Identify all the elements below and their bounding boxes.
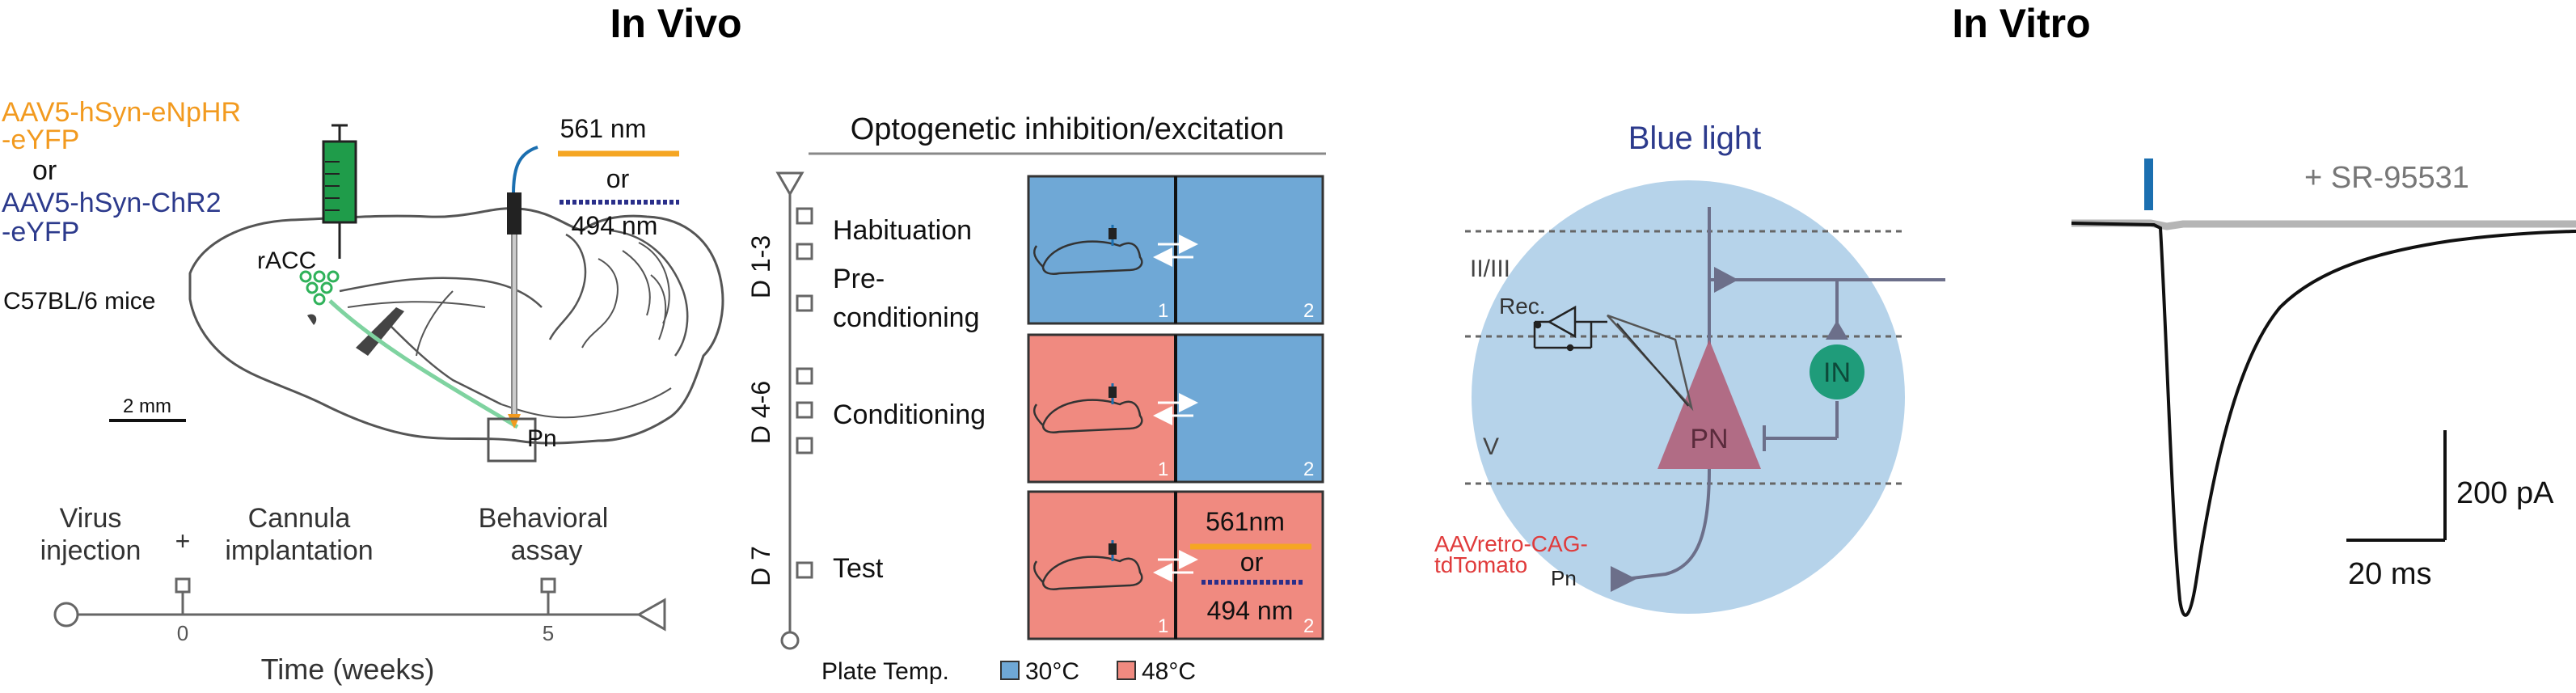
- chamber-1-number: 1: [1158, 300, 1168, 322]
- pn-small-label: Pn: [1551, 566, 1577, 590]
- timeline-assay-label-1: Behavioral: [479, 503, 609, 534]
- scale-pa-label: 200 pA: [2456, 476, 2554, 510]
- virus-nphr-label-1: AAV5-hSyn-eNpHR: [2, 97, 241, 128]
- synapse-triangle: [1826, 320, 1848, 340]
- projection-path: [328, 299, 519, 429]
- interneuron-label: IN: [1823, 357, 1851, 388]
- phase-test: Test: [833, 553, 884, 584]
- legend-hot-label: 48°C: [1142, 658, 1196, 685]
- legend-hot-swatch: [1117, 661, 1136, 680]
- phase-conditioning: Conditioning: [833, 399, 986, 430]
- light-pulse-marker: [2144, 158, 2153, 210]
- chamber-box-d7: [1027, 490, 1324, 640]
- pn-neuron-label: PN: [1690, 424, 1728, 454]
- virus-chr2-label-2: -eYFP: [2, 217, 79, 247]
- interneuron-cell: [1810, 344, 1864, 399]
- brain-tract-shape: [356, 307, 404, 356]
- aavretro-label-2: tdTomato: [1434, 552, 1527, 577]
- timeline-tick-0: 0: [177, 621, 188, 645]
- scale-ms-label: 20 ms: [2348, 557, 2431, 591]
- brain-pn-label: Pn: [527, 425, 557, 452]
- recording-electrode-icon: [1533, 305, 1694, 412]
- mice-strain-label: C57BL/6 mice: [3, 288, 155, 315]
- timeline-tick-5: 5: [543, 621, 554, 645]
- test-561-label: 561nm: [1206, 507, 1285, 536]
- chamber-2-number: 2: [1303, 458, 1314, 480]
- mouse-icon: [1033, 383, 1143, 433]
- in-vivo-heading: In Vivo: [610, 1, 741, 46]
- light-561-label: 561 nm: [560, 114, 647, 143]
- virus-or-label: or: [32, 155, 57, 186]
- mouse-icon: [1033, 540, 1143, 590]
- plate-temp-label: Plate Temp.: [821, 658, 949, 685]
- virus-chr2-label-1: AAV5-hSyn-ChR2: [2, 188, 222, 218]
- rec-label: Rec.: [1499, 294, 1546, 319]
- timeline-plus-label: +: [175, 526, 191, 556]
- test-494-label: 494 nm: [1207, 596, 1294, 625]
- legend-cool-swatch: [1000, 661, 1020, 680]
- phase-preconditioning-1: Pre-: [833, 264, 885, 294]
- day-axis: [775, 171, 813, 650]
- aavretro-label-1: AAVretro-CAG-: [1434, 531, 1588, 556]
- timeline-cannula-label-1: Cannula: [248, 503, 351, 534]
- drug-label: + SR-95531: [2304, 161, 2469, 195]
- chamber-box-d4-6: [1027, 333, 1324, 484]
- chamber-box-d1-3: [1027, 175, 1324, 325]
- trace-control: [2071, 222, 2576, 617]
- layer-2-3-label: II/III: [1470, 256, 1510, 282]
- timeline-virus-label-1: Virus: [60, 503, 122, 534]
- chamber-2-number: 2: [1303, 300, 1314, 322]
- timeline-axis-label: Time (weeks): [261, 653, 435, 686]
- chamber-2-number: 2: [1303, 615, 1314, 637]
- brain-scale-label: 2 mm: [123, 395, 171, 417]
- racc-injection-sites: [299, 270, 340, 306]
- timeline-virus-label-2: injection: [40, 535, 141, 566]
- light-or-label: or: [606, 164, 630, 193]
- blue-light-label: Blue light: [1628, 120, 1762, 156]
- timeline-assay-label-2: assay: [511, 535, 583, 566]
- timeline-cannula-label-2: implantation: [225, 535, 373, 566]
- pn-region-box: [487, 417, 537, 463]
- legend-cool-label: 30°C: [1025, 658, 1079, 685]
- timeline-axis: [53, 577, 666, 632]
- protocol-title: Optogenetic inhibition/excitation: [851, 112, 1285, 146]
- chamber-1-number: 1: [1158, 615, 1168, 637]
- brain-sagittal-drawing: [188, 207, 724, 445]
- pyramidal-neuron: [1611, 207, 1761, 592]
- racc-label: rACC: [257, 247, 316, 274]
- light-494-label: 494 nm: [572, 211, 658, 240]
- chamber-1-number: 1: [1158, 458, 1168, 480]
- layer-5-label: V: [1483, 433, 1499, 460]
- phase-habituation: Habituation: [833, 215, 972, 246]
- test-or-label: or: [1240, 547, 1264, 577]
- day-label-d7: D 7: [746, 546, 775, 586]
- syringe-icon: [322, 124, 357, 259]
- day-label-d1-3: D 1-3: [746, 235, 775, 298]
- phase-preconditioning-2: conditioning: [833, 302, 979, 333]
- in-vitro-heading: In Vitro: [1952, 1, 2090, 46]
- trace-scale-bar: [2346, 430, 2447, 542]
- mouse-icon: [1033, 225, 1143, 275]
- brain-ventricle-shape: [307, 314, 317, 325]
- virus-nphr-label-2: -eYFP: [2, 125, 79, 155]
- optic-fiber-icon: [507, 146, 538, 429]
- synapse-triangle: [1714, 267, 1738, 293]
- day-label-d4-6: D 4-6: [746, 381, 775, 444]
- passage-arrows-icon: [1153, 235, 1198, 582]
